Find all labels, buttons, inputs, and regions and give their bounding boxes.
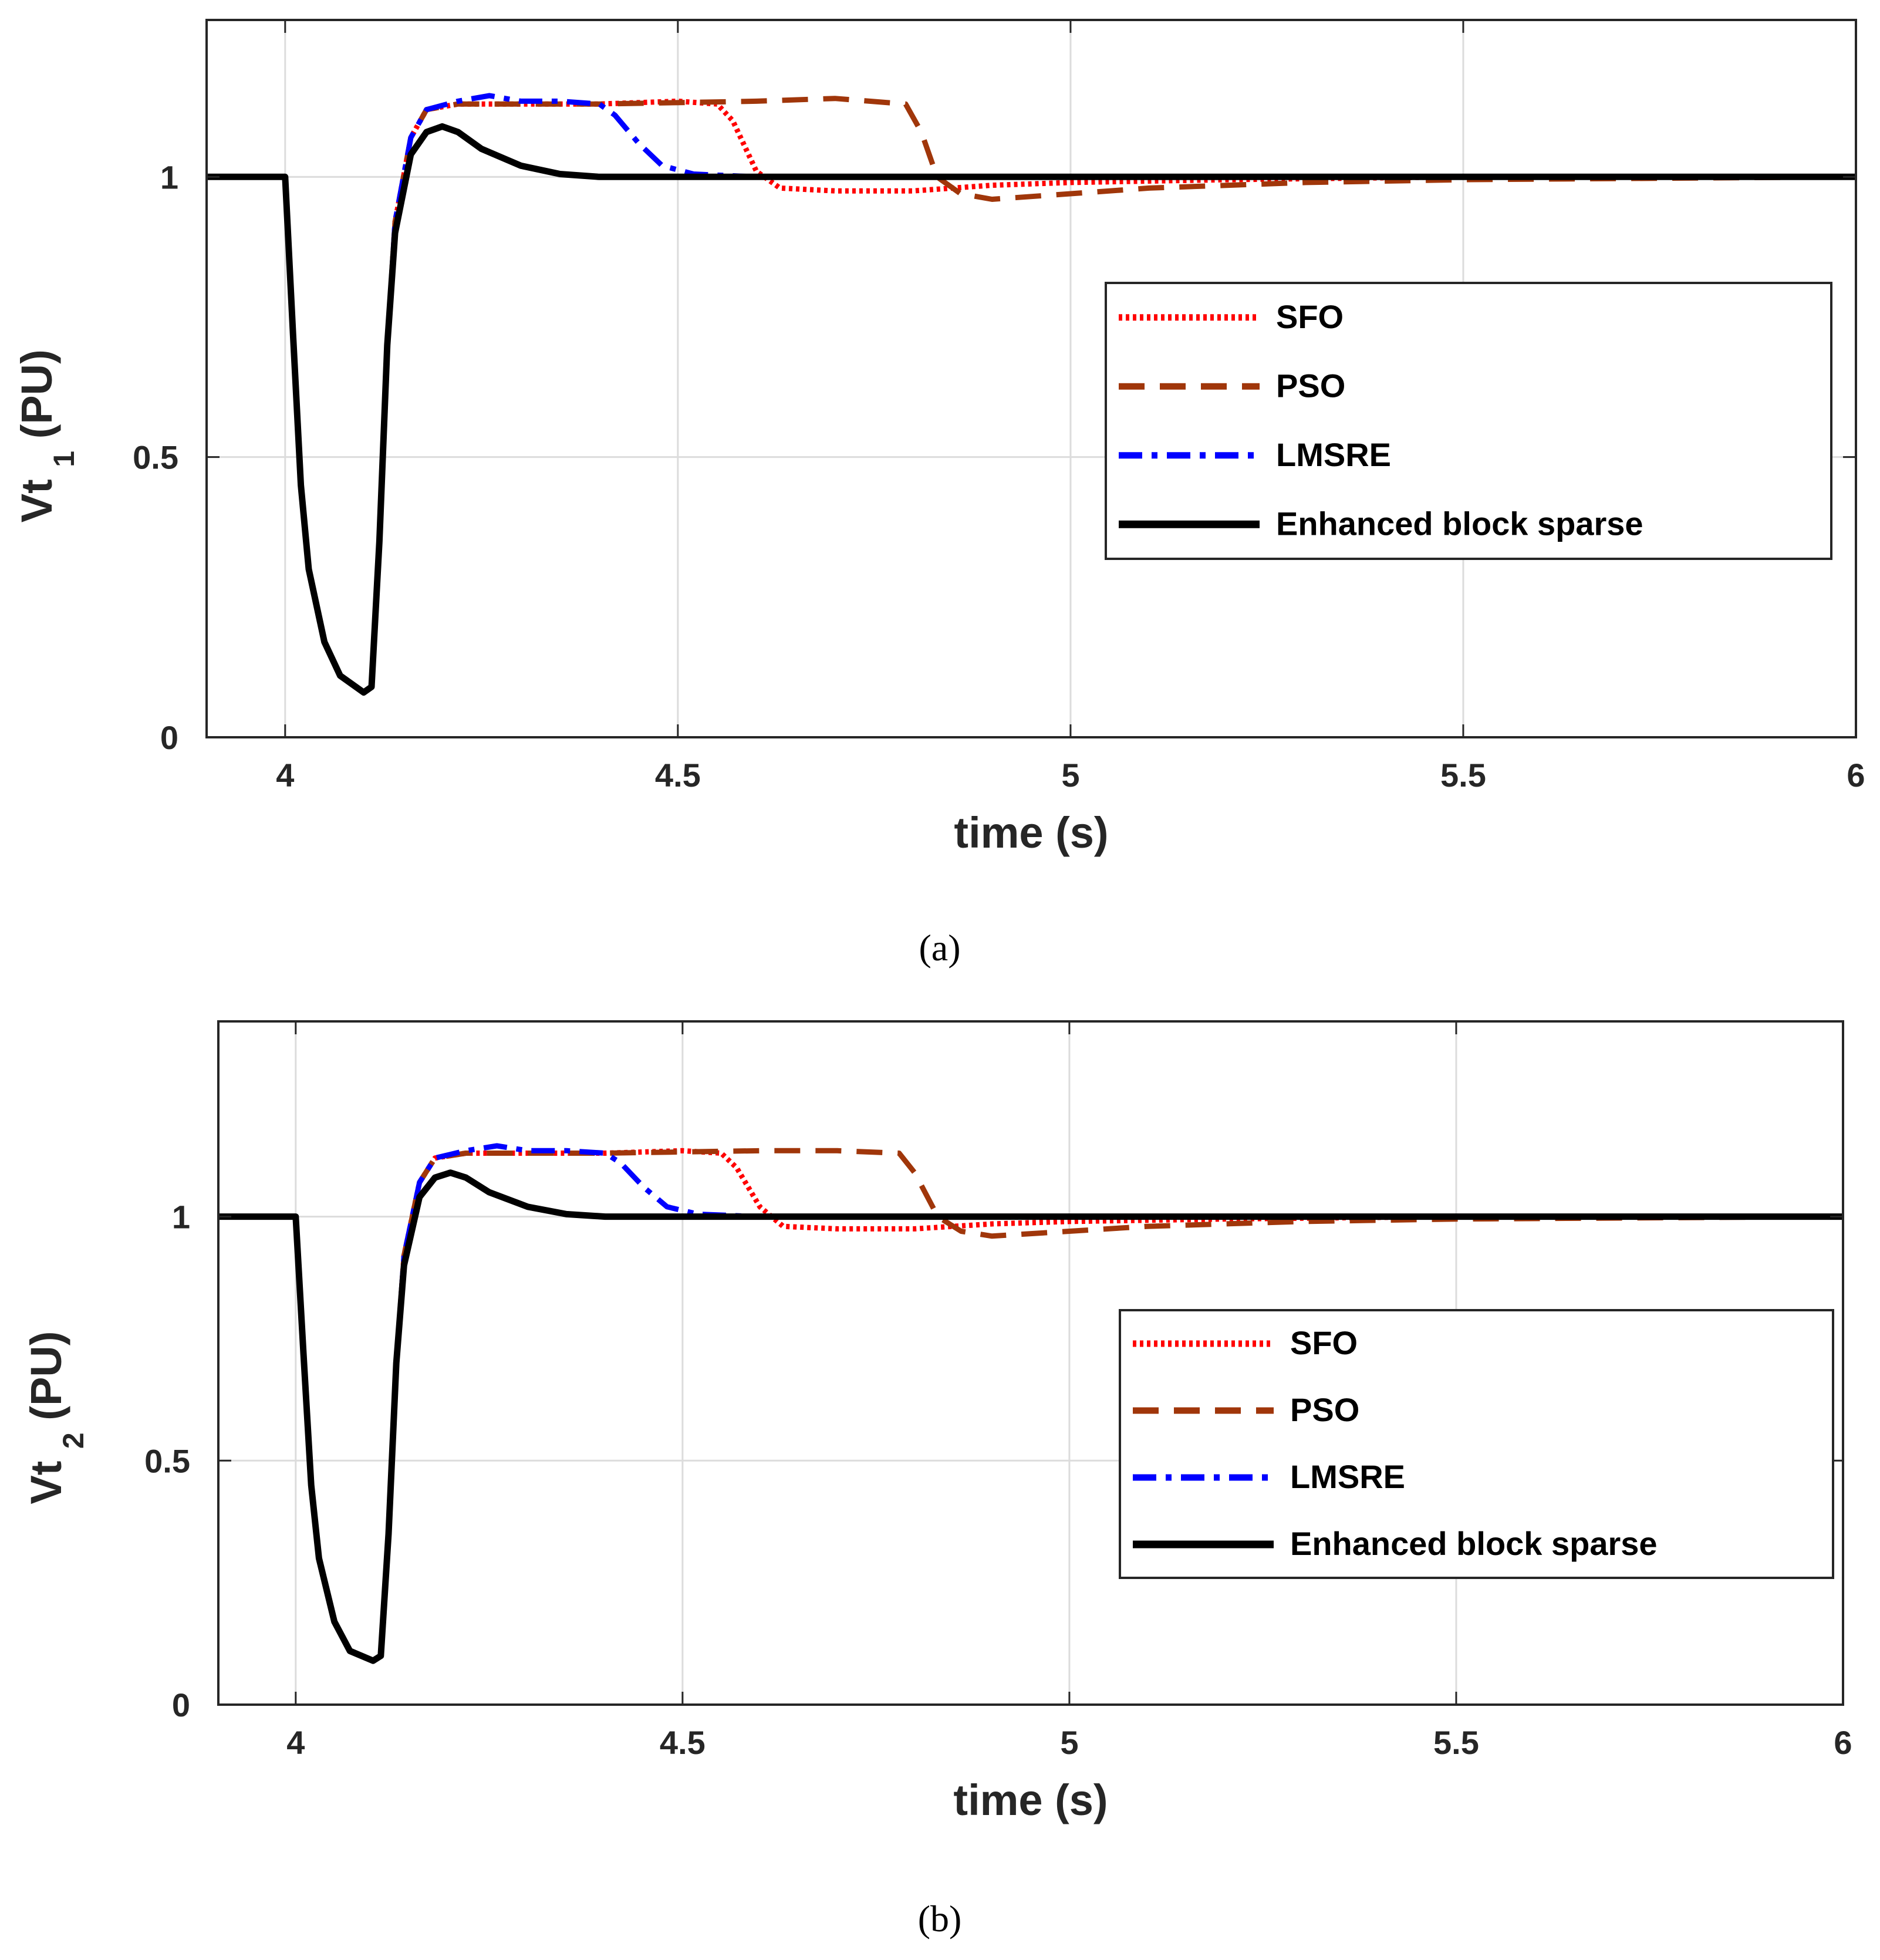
- y-axis-label-main: Vt: [12, 467, 61, 523]
- y-axis-label: Vt 2 (PU): [22, 1331, 90, 1504]
- legend-label: LMSRE: [1276, 436, 1391, 473]
- y-axis-label-subscript: 2: [57, 1432, 90, 1449]
- legend-box: [1119, 1309, 1834, 1579]
- x-axis-label: time (s): [954, 808, 1108, 857]
- y-axis-label-unit: (PU): [22, 1331, 70, 1433]
- legend-label: PSO: [1276, 367, 1345, 404]
- subfigure-caption: (b): [918, 1898, 962, 1939]
- y-tick-label: 1: [172, 1199, 190, 1236]
- y-tick-label: 0.5: [144, 1442, 190, 1479]
- legend-label: Enhanced block sparse: [1276, 505, 1643, 542]
- x-tick-label: 4.5: [655, 757, 701, 794]
- x-tick-label: 5.5: [1433, 1724, 1479, 1761]
- series-line-enhanced-block-sparse: [207, 123, 1856, 696]
- legend-label: LMSRE: [1290, 1458, 1405, 1495]
- x-axis-label: time (s): [953, 1776, 1108, 1824]
- x-tick-label: 4.5: [660, 1724, 706, 1761]
- x-tick-label: 4: [276, 757, 294, 794]
- legend-label: PSO: [1290, 1391, 1359, 1428]
- x-tick-label: 5: [1061, 757, 1079, 794]
- chart-a: 4 4.5 5 5.5 6 0 0.5 1 time (s) Vt 1 (PU) SFO PSO LMS…: [12, 19, 1865, 969]
- x-tick-label: 6: [1847, 757, 1865, 794]
- x-tick-label: 5: [1060, 1724, 1078, 1761]
- y-tick-label: 0: [172, 1686, 190, 1723]
- legend-label: Enhanced block sparse: [1290, 1525, 1658, 1562]
- x-tick-label: 5.5: [1440, 757, 1486, 794]
- y-tick-label: 1: [160, 158, 178, 195]
- chart-b: 4 4.5 5 5.5 6 0 0.5 1 time (s) Vt 2 (PU) SFO PSO LMS…: [22, 1020, 1852, 1939]
- legend-label: SFO: [1276, 298, 1344, 335]
- subfigure-caption: (a): [919, 927, 960, 969]
- legend-box: [1105, 282, 1832, 560]
- y-tick-label: 0: [160, 719, 178, 756]
- y-axis-label-main: Vt: [22, 1449, 70, 1504]
- series-line-enhanced-block-sparse: [218, 1169, 1843, 1664]
- series-group: [218, 1143, 1843, 1664]
- axes-box: [205, 19, 1857, 738]
- y-tick-label: 0.5: [133, 439, 178, 476]
- y-axis-label: Vt 1 (PU): [12, 349, 80, 522]
- x-tick-label: 6: [1834, 1724, 1852, 1761]
- y-axis-label-subscript: 1: [48, 451, 80, 467]
- y-axis-label-unit: (PU): [12, 349, 61, 451]
- legend-label: SFO: [1290, 1324, 1358, 1361]
- series-group: [207, 93, 1856, 696]
- axes-box: [217, 1020, 1844, 1706]
- x-tick-label: 4: [286, 1724, 305, 1761]
